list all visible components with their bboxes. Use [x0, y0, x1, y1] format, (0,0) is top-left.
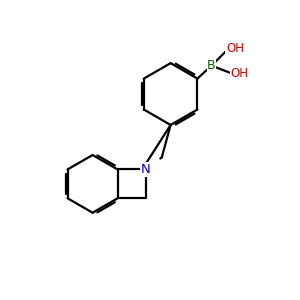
Text: N: N [141, 163, 150, 176]
Text: B: B [207, 59, 216, 72]
Text: OH: OH [230, 67, 248, 80]
Text: OH: OH [226, 42, 244, 56]
